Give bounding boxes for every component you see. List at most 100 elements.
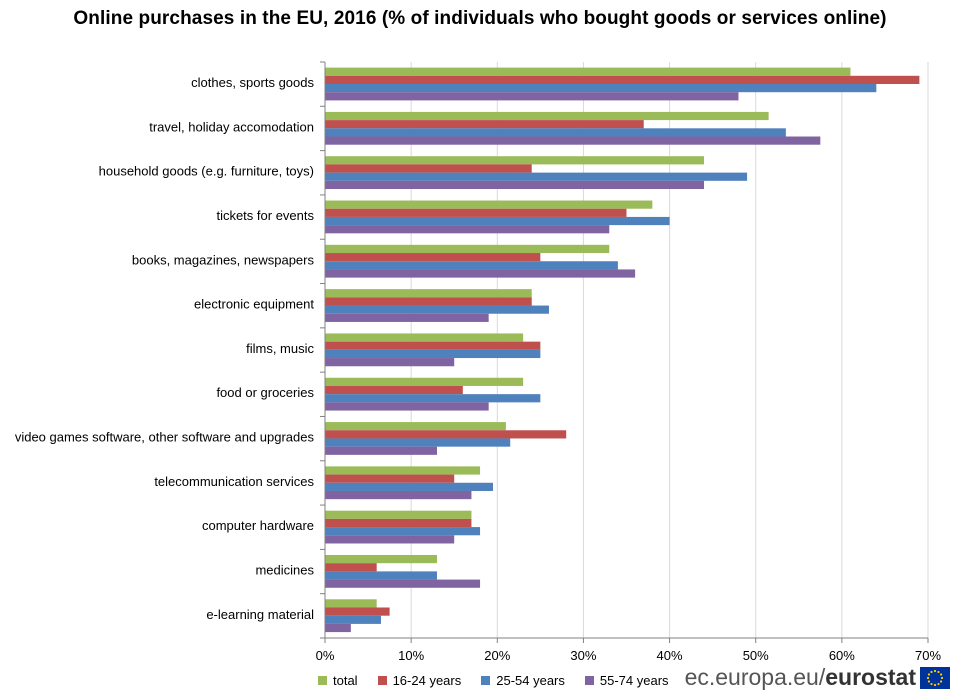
bar-total — [325, 156, 705, 165]
bar-total — [325, 377, 524, 386]
bar-16-24-years — [325, 474, 455, 483]
bar-total — [325, 289, 532, 298]
bar-16-24-years — [325, 75, 920, 84]
bar-55-74-years — [325, 623, 351, 633]
category-label: video games software, other software and… — [15, 430, 315, 445]
bar-25-54-years — [325, 482, 493, 491]
bar-25-54-years — [325, 261, 618, 270]
brand-site: ec.europa.eu/ — [684, 664, 826, 690]
category-label: travel, holiday accomodation — [149, 119, 314, 134]
bar-16-24-years — [325, 607, 390, 616]
bar-16-24-years — [325, 518, 472, 528]
bar-total — [325, 244, 610, 254]
flag-star — [937, 682, 940, 685]
flag-star — [926, 676, 930, 679]
bar-16-24-years — [325, 208, 627, 217]
category-label: e-learning material — [206, 607, 314, 622]
bar-16-24-years — [325, 297, 532, 306]
flag-star — [937, 670, 940, 673]
bar-16-24-years — [325, 563, 377, 572]
chart-title: Online purchases in the EU, 2016 (% of i… — [73, 8, 887, 29]
category-label: telecommunication services — [154, 474, 314, 489]
bar-total — [325, 67, 851, 76]
category-label: tickets for events — [216, 208, 314, 223]
legend-label: 55-74 years — [599, 673, 669, 688]
bar-25-54-years — [325, 571, 437, 580]
eurostat-brand: ec.europa.eu/eurostat — [685, 664, 950, 691]
legend-label: total — [333, 673, 358, 688]
bar-25-54-years — [325, 84, 877, 93]
legend-item-16-24-years: 16-24 years — [377, 673, 462, 688]
bars — [325, 67, 920, 633]
bar-55-74-years — [325, 402, 489, 411]
category-label: medicines — [255, 562, 314, 577]
legend-label: 16-24 years — [392, 673, 462, 688]
bar-25-54-years — [325, 305, 549, 314]
flag-star — [930, 682, 933, 685]
bar-25-54-years — [325, 527, 481, 536]
legend-swatch — [318, 676, 327, 685]
bar-55-74-years — [325, 446, 437, 455]
legend-item-total: total — [318, 673, 358, 688]
flag-star — [933, 683, 937, 686]
flag-star — [940, 676, 944, 679]
bar-total — [325, 200, 653, 209]
legend-swatch — [584, 676, 594, 685]
bar-25-54-years — [325, 438, 511, 447]
bar-total — [325, 111, 769, 121]
eu-flag-icon — [920, 666, 950, 689]
x-tick-label: 50% — [743, 648, 769, 663]
bar-16-24-years — [325, 430, 567, 439]
bar-55-74-years — [325, 92, 739, 101]
bar-16-24-years — [325, 253, 541, 262]
bar-25-54-years — [325, 216, 670, 226]
x-tick-label: 20% — [484, 648, 510, 663]
legend-item-25-54-years: 25-54 years — [481, 673, 565, 688]
flag-star — [939, 679, 943, 683]
category-label: clothes, sports goods — [191, 75, 314, 90]
bar-25-54-years — [325, 349, 541, 359]
bar-55-74-years — [325, 579, 481, 588]
bar-25-54-years — [325, 394, 541, 403]
x-tick-label: 60% — [829, 648, 855, 663]
bar-55-74-years — [325, 269, 636, 278]
bar-25-54-years — [325, 172, 748, 181]
bar-55-74-years — [325, 225, 610, 234]
tick-labels: 0% 10% 20% 30% 40% 50% 60% 70% — [316, 648, 942, 663]
bar-total — [325, 333, 524, 342]
category-label: food or groceries — [216, 385, 314, 400]
bar-25-54-years — [325, 615, 381, 624]
bar-total — [325, 422, 506, 431]
bar-55-74-years — [325, 535, 455, 544]
x-tick-label: 70% — [915, 648, 941, 663]
flag-star — [927, 679, 931, 683]
category-label: computer hardware — [202, 518, 314, 533]
x-tick-label: 40% — [657, 648, 683, 663]
legend-swatch — [481, 676, 491, 685]
bar-total — [325, 599, 377, 608]
bar-16-24-years — [325, 385, 463, 395]
bar-25-54-years — [325, 128, 786, 137]
brand-text: ec.europa.eu/eurostat — [685, 664, 916, 691]
legend: total 16-24 years 25-54 years 55-74 years — [318, 673, 689, 688]
flag-star — [939, 672, 943, 676]
category-label: films, music — [246, 341, 314, 356]
bar-total — [325, 510, 472, 519]
bar-total — [325, 466, 481, 475]
bar-55-74-years — [325, 358, 455, 367]
bar-55-74-years — [325, 490, 472, 500]
x-tick-label: 0% — [316, 648, 335, 663]
legend-label: 25-54 years — [496, 673, 565, 688]
legend-item-55-74-years: 55-74 years — [584, 673, 669, 688]
brand-name: eurostat — [825, 664, 916, 690]
flag-star — [927, 672, 931, 676]
bar-total — [325, 554, 437, 564]
bar-55-74-years — [325, 313, 489, 322]
x-tick-label: 30% — [570, 648, 596, 663]
x-tick-label: 10% — [398, 648, 424, 663]
category-label: household goods (e.g. furniture, toys) — [99, 164, 314, 179]
category-label: books, magazines, newspapers — [132, 252, 315, 267]
bar-16-24-years — [325, 341, 541, 350]
bar-55-74-years — [325, 136, 821, 145]
